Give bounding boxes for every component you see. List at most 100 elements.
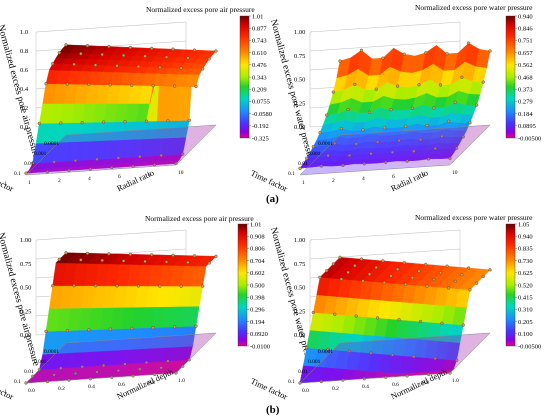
data-point	[80, 120, 84, 125]
colorbar-label: 0.751	[518, 38, 533, 45]
y-tick-label: 2	[332, 178, 335, 184]
y-tick-label: 8	[148, 172, 151, 178]
z-tick-label: 0.6	[20, 67, 29, 74]
data-point	[353, 264, 357, 268]
data-point	[151, 326, 155, 330]
data-point	[64, 251, 68, 255]
y-tick-label: 0.0	[302, 388, 309, 394]
data-point	[361, 128, 365, 132]
data-point	[346, 270, 350, 274]
data-point	[179, 66, 183, 70]
colorbar-label: 1.05	[518, 221, 529, 228]
chart-panel-b-water: Normalized excess pore water pressure 0.0…	[249, 213, 541, 402]
data-point	[128, 45, 132, 49]
x-tick-label: 0.01	[298, 161, 308, 167]
data-point	[396, 267, 400, 271]
data-point	[57, 257, 61, 261]
data-point	[65, 82, 69, 86]
data-point	[193, 254, 197, 258]
surface-patch	[201, 50, 217, 55]
floor	[25, 124, 217, 176]
data-point	[381, 56, 385, 60]
data-point	[460, 273, 464, 277]
data-point	[93, 63, 98, 67]
y-tick-label: 0.2	[58, 386, 65, 392]
data-point	[305, 346, 309, 350]
chart-panel-b-air: Normalized excess pore air pressure0.000…	[0, 214, 270, 402]
colorbar-label: 0.520	[518, 282, 533, 289]
data-point	[331, 90, 335, 94]
data-point	[389, 108, 393, 112]
x-tick-label: 0.1	[288, 379, 295, 385]
data-point	[298, 166, 302, 170]
data-point	[44, 82, 48, 86]
data-point	[333, 312, 337, 316]
data-point	[194, 84, 198, 89]
data-point	[164, 260, 169, 264]
z-tick-label: 0.75	[294, 53, 305, 60]
x-tick-label: 0.1	[14, 379, 21, 385]
data-point	[173, 84, 177, 88]
panel-label-a: (a)	[266, 193, 279, 205]
floor-plane	[299, 332, 491, 384]
data-point	[331, 262, 335, 266]
data-point	[108, 83, 112, 87]
data-point	[207, 57, 211, 61]
z-tick-label: 0.75	[294, 261, 305, 268]
data-point	[31, 161, 35, 165]
z-tick-label: 0.0	[20, 124, 28, 131]
data-point	[64, 43, 68, 47]
y-tick-label: 0.0	[28, 388, 35, 394]
data-point	[425, 284, 429, 288]
data-point	[144, 119, 149, 123]
data-point	[438, 271, 443, 275]
y-tick-label: 4	[88, 176, 91, 182]
colorbar-label: 1.01	[252, 13, 263, 20]
grid-line	[309, 40, 461, 52]
x-tick-label: 0.0001	[44, 349, 59, 355]
data-point	[339, 277, 343, 281]
colorbar-label: 0.908	[250, 234, 265, 241]
panel-label-b: (b)	[266, 404, 280, 416]
data-point	[325, 269, 329, 273]
colorbar-label: 0.415	[518, 295, 533, 302]
x-tick-label: 0.1	[14, 171, 21, 177]
z-tick-label: 0.4	[20, 86, 29, 93]
data-point	[173, 325, 177, 329]
data-point	[432, 106, 436, 110]
data-point	[143, 54, 147, 58]
colorbar-label: 0.743	[252, 38, 267, 45]
y-tick-label: 0.2	[332, 386, 339, 392]
colorbar-label: 0.940	[518, 234, 533, 241]
data-point	[418, 319, 423, 324]
data-point	[51, 61, 55, 66]
data-point	[410, 106, 414, 110]
z-tick-label: 1.00	[294, 237, 305, 244]
z-tick-label: 0.50	[294, 285, 305, 292]
z-tick-label: 0.75	[20, 261, 31, 268]
data-point	[353, 82, 357, 86]
data-point	[359, 257, 363, 261]
colorbar-label: 0.205	[518, 319, 533, 326]
colorbar-label: -0.0580	[252, 111, 272, 118]
data-point	[305, 156, 309, 160]
grid-line	[35, 40, 187, 52]
z-tick-label: 1.00	[294, 29, 305, 36]
data-point	[396, 84, 400, 88]
data-point	[121, 259, 126, 263]
data-point	[72, 284, 76, 288]
data-point	[79, 52, 83, 56]
data-point	[193, 48, 197, 52]
x-tick-label: 0.001	[308, 151, 321, 157]
data-point	[359, 48, 363, 52]
data-point	[87, 328, 91, 332]
colorbar-label: 0.0895	[518, 123, 536, 130]
data-point	[410, 276, 414, 280]
data-point	[107, 44, 111, 49]
data-point	[376, 316, 380, 320]
chart-title: Normalized excess pore water pressure	[415, 213, 533, 222]
data-point	[338, 59, 342, 63]
x-axis-label: Time factor	[249, 168, 289, 194]
colorbar-label: -0.325	[252, 135, 269, 142]
data-point	[402, 52, 406, 56]
